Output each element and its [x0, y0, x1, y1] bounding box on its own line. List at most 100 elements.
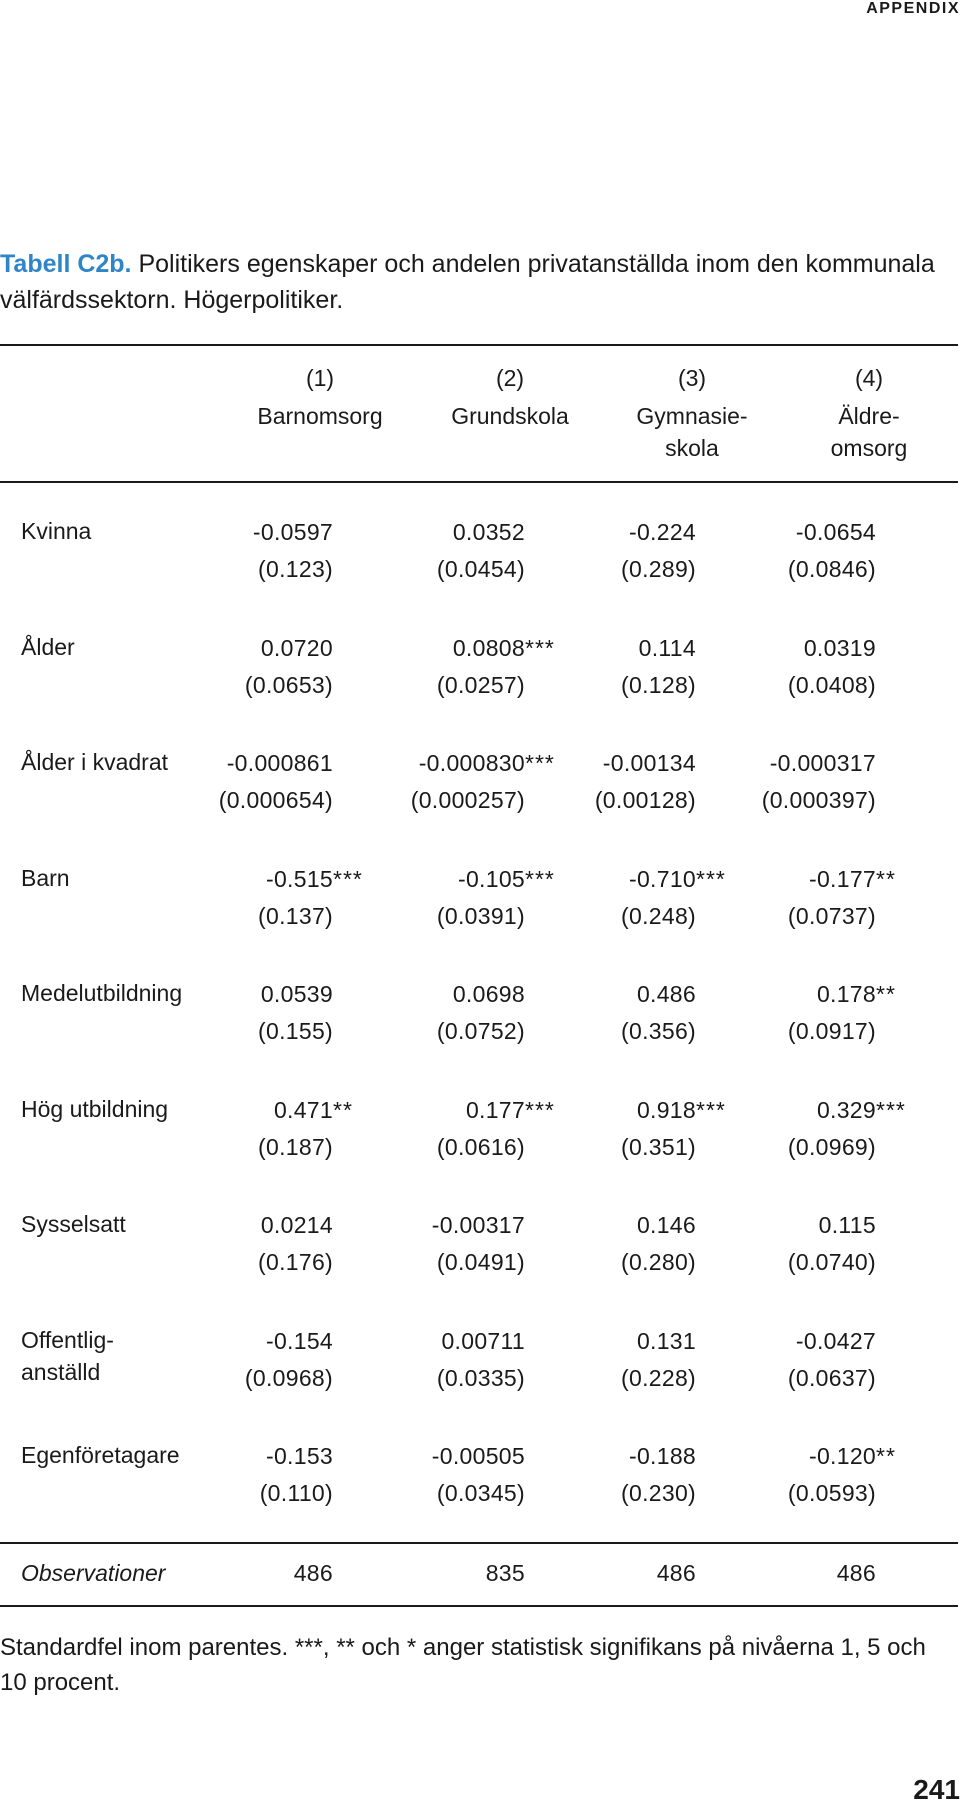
column-name: Grundskola — [451, 403, 569, 429]
coefficient-value: -0.0427 — [795, 1327, 876, 1354]
coefficient-cell: 0.114 — [538, 635, 738, 662]
standard-error-cell: (0.0917) — [787, 1018, 876, 1044]
table-caption: Tabell C2b. Politikers egenskaper och an… — [0, 246, 940, 318]
significance-stars: *** — [876, 1096, 906, 1123]
coefficient-value: 0.146 — [636, 1212, 696, 1238]
coefficient-value: 0.177 — [465, 1096, 525, 1123]
standard-error-cell: (0.280) — [621, 1249, 696, 1275]
observations-cell: 486 — [656, 1560, 696, 1586]
standard-error-cell: (0.000654) — [218, 787, 333, 813]
standard-error-cell: (0.0454) — [436, 556, 525, 582]
coefficient-cell: 0.0539 — [175, 981, 375, 1008]
coefficient-cell: 0.329*** — [718, 1097, 918, 1124]
footnote: Standardfel inom parentes. ***, ** och *… — [0, 1634, 926, 1696]
coefficient-cell: 0.918*** — [538, 1097, 738, 1124]
coefficient-cell: -0.00134 — [538, 750, 738, 777]
significance-stars: ** — [876, 1443, 896, 1469]
coefficient-value: 0.00711 — [441, 1327, 525, 1354]
significance-stars: ** — [333, 1096, 353, 1123]
coefficient-value: -0.188 — [628, 1443, 696, 1469]
standard-error-cell: (0.000397) — [761, 787, 876, 813]
coefficient-value: -0.120 — [808, 1443, 876, 1469]
column-number: (1) — [305, 365, 335, 391]
coefficient-cell: -0.515*** — [175, 866, 375, 893]
observations-top-rule — [0, 1542, 958, 1544]
coefficient-value: -0.00505 — [431, 1443, 525, 1469]
coefficient-cell: 0.0352 — [367, 519, 567, 546]
standard-error-cell: (0.0335) — [436, 1364, 525, 1391]
coefficient-cell: 0.0319 — [718, 635, 918, 662]
standard-error-cell: (0.0846) — [787, 556, 876, 582]
column-name: Gymnasie- skola — [636, 403, 748, 461]
bottom-rule — [0, 1605, 958, 1607]
standard-error-cell: (0.0752) — [436, 1018, 525, 1044]
standard-error-cell: (0.0491) — [436, 1249, 525, 1275]
coefficient-cell: 0.177*** — [367, 1097, 567, 1124]
standard-error-cell: (0.123) — [258, 556, 333, 582]
coefficient-value: -0.00317 — [431, 1212, 525, 1238]
row-label: Medelutbildning — [21, 980, 183, 1006]
coefficient-cell: -0.224 — [538, 519, 738, 546]
coefficient-value: -0.0597 — [252, 519, 333, 545]
coefficient-value: 0.0698 — [452, 981, 525, 1007]
standard-error-cell: (0.0968) — [244, 1364, 333, 1391]
standard-error-cell: (0.0737) — [787, 902, 876, 929]
coefficient-value: 0.131 — [636, 1327, 696, 1354]
coefficient-value: -0.177 — [808, 865, 876, 892]
running-head: APPENDIX — [866, 0, 960, 17]
coefficient-cell: -0.188 — [538, 1443, 738, 1470]
header-rule — [0, 481, 958, 483]
coefficient-value: -0.710 — [628, 865, 696, 892]
coefficient-cell: -0.000317 — [718, 750, 918, 777]
coefficient-cell: 0.0720 — [175, 635, 375, 662]
standard-error-cell: (0.230) — [621, 1480, 696, 1506]
row-label: Kvinna — [21, 518, 92, 544]
standard-error-cell: (0.176) — [258, 1249, 333, 1275]
coefficient-cell: 0.178** — [718, 981, 918, 1008]
coefficient-value: 0.918 — [636, 1096, 696, 1123]
observations-cell: 486 — [836, 1560, 876, 1586]
coefficient-cell: -0.000830*** — [367, 750, 567, 777]
coefficient-value: -0.154 — [265, 1327, 333, 1354]
standard-error-cell: (0.289) — [621, 556, 696, 582]
standard-error-cell: (0.187) — [258, 1133, 333, 1160]
standard-error-cell: (0.0391) — [436, 902, 525, 929]
significance-stars: ** — [876, 865, 896, 892]
coefficient-value: 0.0319 — [803, 634, 876, 661]
coefficient-value: 0.0808 — [452, 634, 525, 661]
significance-stars: ** — [876, 981, 896, 1007]
coefficient-value: -0.224 — [628, 519, 696, 545]
coefficient-value: 0.178 — [816, 981, 876, 1007]
significance-stars: *** — [333, 865, 363, 892]
observations-cell: 835 — [485, 1560, 525, 1586]
caption-label: Tabell C2b. — [0, 250, 132, 278]
standard-error-cell: (0.351) — [621, 1133, 696, 1160]
significance-stars: *** — [696, 1096, 726, 1123]
coefficient-cell: -0.105*** — [367, 866, 567, 893]
standard-error-cell: (0.0740) — [787, 1249, 876, 1275]
coefficient-cell: -0.00505 — [367, 1443, 567, 1470]
significance-stars: *** — [525, 1096, 555, 1123]
significance-stars: *** — [525, 750, 555, 776]
standard-error-cell: (0.137) — [258, 902, 333, 929]
coefficient-value: 0.0720 — [260, 634, 333, 661]
standard-error-cell: (0.356) — [621, 1018, 696, 1044]
coefficient-value: -0.0654 — [795, 519, 876, 545]
coefficient-cell: 0.0698 — [367, 981, 567, 1008]
coefficient-cell: -0.0654 — [718, 519, 918, 546]
standard-error-cell: (0.0345) — [436, 1480, 525, 1506]
standard-error-cell: (0.0593) — [787, 1480, 876, 1506]
standard-error-cell: (0.0637) — [787, 1364, 876, 1391]
coefficient-value: 0.0214 — [260, 1212, 333, 1238]
standard-error-cell: (0.155) — [258, 1018, 333, 1044]
coefficient-cell: -0.177** — [718, 866, 918, 893]
coefficient-value: 0.471 — [273, 1096, 333, 1123]
coefficient-cell: 0.00711 — [367, 1328, 567, 1355]
standard-error-cell: (0.0969) — [787, 1133, 876, 1160]
coefficient-value: -0.515 — [265, 865, 333, 892]
standard-error-cell: (0.110) — [259, 1480, 333, 1506]
coefficient-cell: -0.000861 — [175, 750, 375, 777]
coefficient-value: 0.115 — [818, 1212, 876, 1238]
coefficient-value: -0.153 — [265, 1443, 333, 1469]
top-rule — [0, 344, 958, 346]
